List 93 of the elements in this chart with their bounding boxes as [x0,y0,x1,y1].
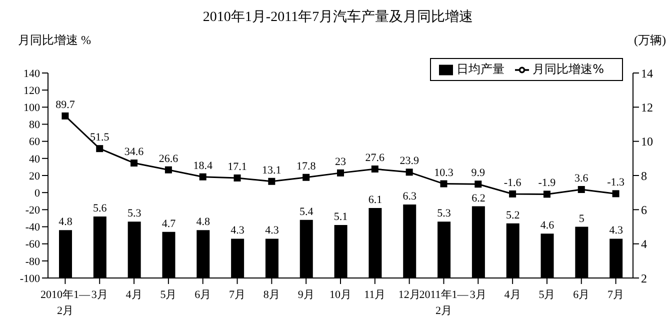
data-label: 6.3 [402,190,417,203]
data-label: -1.3 [607,176,625,189]
x-tick-label: 10月 [330,289,352,301]
x-tick-label: 3月 [470,289,486,301]
y-tick-label: -40 [25,222,40,234]
data-label: 4.3 [230,224,245,237]
data-label: 4.3 [609,224,624,237]
data-label: 10.3 [434,166,454,179]
x-tick-label: 5月 [538,289,556,301]
y-tick-label: 60 [29,136,40,148]
y-tick-label: 120 [24,84,40,97]
data-label: 27.6 [365,152,386,164]
y-axis-title: 月同比增速 % [18,32,91,49]
data-label: 5.6 [93,202,108,214]
point [612,190,620,198]
point [543,190,550,198]
chart-title: 2010年1月-2011年7月汽车产量及月同比增速 [202,8,474,27]
point [234,174,241,182]
data-label: 4.8 [196,216,211,228]
y-tick-label: 20 [29,170,40,182]
point [406,168,413,176]
data-label: 9.9 [471,167,486,180]
point [199,173,206,180]
data-label: 5.2 [506,209,520,222]
data-label: 18.4 [193,160,213,172]
data-label: 17.1 [228,160,247,173]
legend-label: 月同比增速% [532,62,604,76]
y-tick-label: -60 [25,238,40,251]
y2-tick-label: 4 [641,237,647,252]
data-label: 5.4 [300,206,314,218]
point [62,112,69,120]
x-tick-label: 3月 [91,289,108,301]
x-tick-label: 11月 [364,289,386,301]
y2-tick-label: 10 [641,134,653,149]
y-tick-label: 40 [29,153,40,166]
x-tick-label: 6月 [573,289,590,301]
data-label: 5 [578,212,585,225]
x-tick-label: 8月 [263,289,280,301]
x-tick-label: 4月 [504,289,521,301]
data-label: 4.3 [265,224,280,237]
y-tick-label: -100 [20,272,40,285]
point [164,166,172,174]
x-tick-label: 6月 [194,289,212,301]
x-tick-label: 7月 [608,289,624,301]
data-label: 51.5 [90,132,110,144]
legend-label: 日均产量 [456,62,505,76]
data-label: 4.6 [540,220,555,232]
data-label: 4.7 [162,218,176,230]
data-label: 13.1 [262,164,282,176]
data-label: 5.1 [334,211,348,224]
point [337,169,344,176]
data-label: 5.3 [437,208,452,220]
y-tick-label: 80 [29,119,40,132]
point [509,190,516,198]
y-tick-label: 0 [34,187,40,200]
point [474,180,482,188]
y2-tick-label: 14 [641,66,653,80]
point [371,166,378,173]
data-label: 4.8 [58,216,73,228]
y-tick-label: 140 [24,68,40,80]
data-label: 3.6 [574,172,589,185]
data-label: -1.9 [538,177,556,190]
y2-axis-title: (万辆) [634,32,666,49]
y2-tick-label: 2 [641,271,647,286]
x-tick-label: 4月 [126,289,142,301]
point [96,145,104,152]
point [440,180,448,188]
x-tick-label: 9月 [298,289,314,301]
point [268,178,276,185]
y-tick-label: 100 [24,102,40,114]
x-tick-label: 12月 [398,289,420,301]
x-tick-label: 2011年1— 2月 [419,289,470,317]
data-label: 17.8 [296,160,316,172]
y2-tick-label: 8 [641,168,647,183]
point [302,174,310,181]
data-label: 5.3 [127,208,142,220]
x-tick-label: 7月 [229,289,246,301]
point [130,160,138,167]
data-label: 23 [335,156,346,168]
data-label: 6.2 [472,192,486,204]
y2-tick-label: 6 [641,202,647,217]
data-label: 34.6 [124,146,144,158]
data-label: -1.6 [504,176,522,189]
data-label: 6.1 [368,194,382,206]
point [578,186,585,194]
data-label: 23.9 [400,155,420,168]
x-tick-label: 2010年1— 2月 [40,289,91,317]
x-tick-label: 5月 [160,289,177,301]
y-tick-label: -20 [25,204,40,217]
data-label: 89.7 [56,98,76,111]
y-tick-label: -80 [25,256,40,268]
data-label: 26.6 [158,152,179,165]
y2-tick-label: 12 [641,100,653,114]
